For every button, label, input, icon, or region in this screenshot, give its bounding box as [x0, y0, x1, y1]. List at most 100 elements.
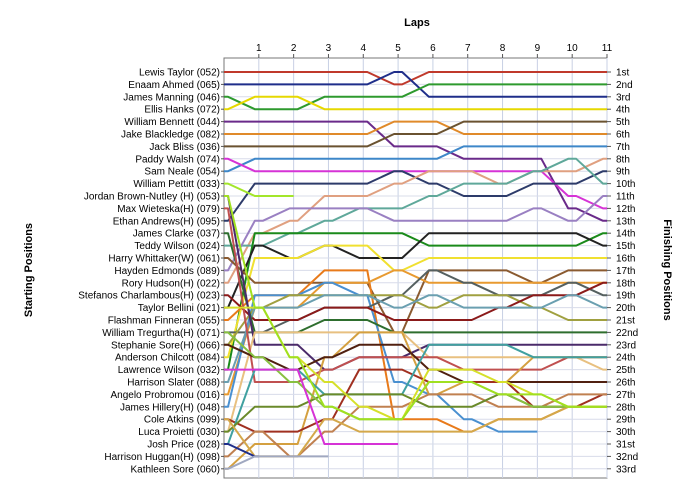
finishing-position-label: 23rd	[616, 340, 636, 351]
starting-position-label: Harrison Slater (088)	[127, 378, 220, 389]
driver-series-line	[224, 232, 607, 371]
starting-position-label: Stefanos Charlambous(H) (023)	[78, 291, 220, 302]
starting-position-label: Paddy Walsh (074)	[135, 154, 220, 165]
x-tick-label: 3	[326, 43, 332, 54]
finishing-position-label: 6th	[616, 130, 630, 141]
starting-position-label: Rory Hudson(H) (022)	[122, 278, 220, 289]
finishing-position-label: 18th	[616, 278, 635, 289]
starting-position-label: William Pettitt (033)	[133, 179, 220, 190]
x-tick-label: 11	[602, 43, 613, 54]
x-tick-label: 8	[500, 43, 506, 54]
y-axis-label-left: Starting Positions	[23, 223, 35, 317]
starting-position-label: James Manning (046)	[123, 92, 220, 103]
finishing-position-label: 13th	[616, 216, 635, 227]
starting-position-label: William Bennett (044)	[124, 117, 220, 128]
finishing-position-label: 25th	[616, 365, 635, 376]
finishing-position-label: 4th	[616, 105, 630, 116]
starting-position-label: Ellis Hanks (072)	[144, 105, 220, 116]
starting-position-label: Teddy Wilson (024)	[134, 241, 220, 252]
driver-series-line	[224, 368, 399, 445]
driver-series-line	[224, 455, 329, 470]
finishing-position-label: 8th	[616, 154, 630, 165]
finishing-position-label: 19th	[616, 291, 635, 302]
driver-series-line	[224, 145, 607, 173]
finishing-position-label: 10th	[616, 179, 635, 190]
finishing-position-label: 30th	[616, 427, 635, 438]
finishing-position-label: 12th	[616, 204, 635, 215]
driver-series-line	[224, 95, 607, 111]
series-lines	[224, 71, 607, 470]
driver-series-line	[224, 83, 607, 111]
x-tick-label: 2	[291, 43, 297, 54]
driver-series-line	[224, 120, 607, 148]
starting-position-label: Ethan Andrews(H) (095)	[113, 216, 220, 227]
starting-position-label: Harrison Huggan(H) (098)	[104, 452, 220, 463]
driver-series-line	[224, 195, 607, 421]
starting-position-label: Anderson Chilcott (084)	[115, 353, 220, 364]
starting-position-label: Harry Whittaker(W) (061)	[108, 254, 220, 265]
starting-position-label: Flashman Finneran (055)	[108, 316, 220, 327]
starting-position-label: Jake Blackledge (082)	[121, 130, 220, 141]
starting-position-label: James Hillery(H) (048)	[120, 402, 220, 413]
x-tick-label: 4	[360, 43, 366, 54]
finishing-position-label: 24th	[616, 353, 635, 364]
starting-position-label: James Clarke (037)	[133, 229, 220, 240]
finishing-position-label: 7th	[616, 142, 630, 153]
starting-position-label: William Tregurtha(H) (071)	[102, 328, 220, 339]
starting-position-label: Hayden Edmonds (089)	[114, 266, 220, 277]
starting-position-label: Kathleen Sore (060)	[130, 464, 220, 475]
finishing-position-label: 32nd	[616, 452, 638, 463]
starting-position-label: Jordan Brown-Nutley (H) (053)	[84, 192, 220, 203]
driver-series-line	[224, 120, 607, 222]
finishing-position-label: 26th	[616, 378, 635, 389]
plot-area	[223, 57, 608, 479]
x-tick-label: 10	[567, 43, 579, 54]
finishing-position-label: 22nd	[616, 328, 638, 339]
driver-series-line	[224, 182, 294, 197]
starting-position-label: Enaam Ahmed (065)	[128, 80, 220, 91]
starting-position-label: Lawrence Wilson (032)	[118, 365, 220, 376]
driver-series-line	[224, 71, 607, 98]
starting-position-label: Stephanie Sore(H) (066)	[111, 340, 220, 351]
finishing-position-label: 11th	[616, 192, 635, 203]
starting-position-label: Angelo Probromou (016)	[110, 390, 220, 401]
x-tick-label: 7	[465, 43, 471, 54]
driver-series-line	[224, 195, 607, 371]
driver-series-line	[224, 281, 607, 321]
finishing-position-label: 9th	[616, 167, 630, 178]
starting-position-label: Lewis Taylor (052)	[139, 68, 220, 79]
finishing-position-label: 1st	[616, 68, 630, 79]
chart-title: Laps	[404, 17, 430, 29]
x-tick-label: 9	[535, 43, 541, 54]
finishing-position-label: 2nd	[616, 80, 633, 91]
finishing-position-label: 28th	[616, 402, 635, 413]
driver-series-line	[224, 294, 607, 383]
starting-position-label: Taylor Bellini (021)	[138, 303, 220, 314]
finishing-position-label: 3rd	[616, 92, 630, 103]
finishing-position-label: 31st	[616, 440, 635, 451]
x-tick-label: 1	[256, 43, 262, 54]
finishing-position-label: 15th	[616, 241, 635, 252]
starting-position-label: Cole Atkins (099)	[144, 415, 220, 426]
x-tick-label: 5	[395, 43, 401, 54]
driver-series-line	[224, 120, 607, 135]
finishing-position-label: 27th	[616, 390, 635, 401]
axes: 1 2 3 4 5 6 7 8 9 10 11 Lewis Taylor (052)Enaam Ahm…	[78, 43, 638, 475]
driver-series-line	[224, 71, 607, 86]
finishing-position-label: 33rd	[616, 464, 636, 475]
starting-position-label: Sam Neale (054)	[144, 167, 220, 178]
finishing-position-label: 20th	[616, 303, 635, 314]
x-tick-label: 6	[430, 43, 436, 54]
finishing-position-label: 29th	[616, 415, 635, 426]
starting-position-label: Jack Bliss (036)	[149, 142, 220, 153]
finishing-position-label: 21st	[616, 316, 635, 327]
finishing-position-label: 5th	[616, 117, 630, 128]
finishing-position-label: 14th	[616, 229, 635, 240]
finishing-position-label: 16th	[616, 254, 635, 265]
finishing-position-label: 17th	[616, 266, 635, 277]
starting-position-label: Josh Price (028)	[147, 440, 220, 451]
starting-position-label: Luca Proietti (030)	[138, 427, 220, 438]
driver-series-line	[224, 195, 607, 272]
